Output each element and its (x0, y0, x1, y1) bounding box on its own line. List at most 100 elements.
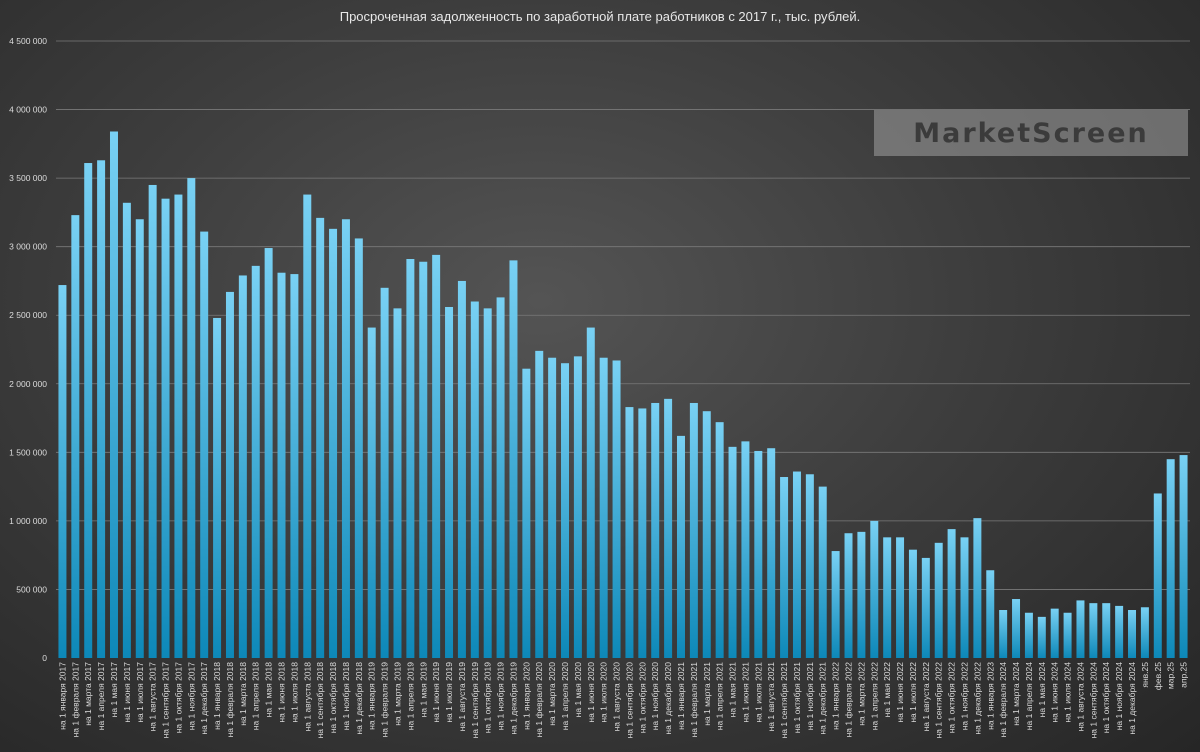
bar (1037, 616, 1046, 658)
bar (689, 402, 698, 658)
y-tick-label: 3 500 000 (9, 173, 47, 183)
x-tick-label: на 1 марта 2019 (392, 662, 402, 726)
x-tick-label: на 1 апреля 2017 (96, 662, 106, 730)
x-tick-label: на 1 октября 2018 (328, 662, 338, 734)
x-tick-label: на 1 февраля 2022 (844, 662, 854, 738)
x-tick-label: на 1 февраля 2020 (534, 662, 544, 738)
x-tick-label: на 1 апреля 2024 (1024, 662, 1034, 730)
bar (354, 238, 363, 658)
bar (496, 297, 505, 658)
x-tick-label: на 1 апреля 2022 (869, 662, 879, 730)
bar (586, 327, 595, 658)
bar (754, 450, 763, 658)
bar (870, 520, 879, 658)
x-tick-label: на 1 октября 2020 (637, 662, 647, 734)
bar (908, 549, 917, 658)
bar (831, 551, 840, 658)
bar (715, 422, 724, 658)
x-tick-label: на 1 августа 2024 (1075, 662, 1085, 732)
x-tick-label: на 1 июня 2019 (431, 662, 441, 723)
bar (702, 411, 711, 658)
bar (97, 160, 106, 658)
bar (200, 231, 209, 658)
x-tick-label: на 1 ноября 2017 (186, 662, 196, 731)
bar (805, 474, 814, 658)
bar (509, 260, 518, 658)
x-tick-label: янв.25 (1140, 662, 1150, 688)
x-tick-label: на 1 января 2018 (212, 662, 222, 730)
bar (71, 215, 80, 658)
x-tick-label: на 1 апреля 2020 (560, 662, 570, 730)
bar (883, 537, 892, 658)
bar (1102, 603, 1111, 658)
x-tick-label: на 1 ноября 2018 (341, 662, 351, 731)
x-tick-label: на 1 ноября 2021 (805, 662, 815, 731)
bar (187, 178, 196, 658)
chart-title: Просроченная задолженность по заработной… (339, 9, 861, 24)
x-tick-label: на 1 февраля 2024 (998, 662, 1008, 738)
x-tick-label: на 1 июня 2024 (1050, 662, 1060, 723)
x-tick-label: на 1 июля 2022 (908, 662, 918, 723)
x-tick-label: на 1 октября 2024 (1101, 662, 1111, 734)
x-tick-label: на 1 августа 2017 (148, 662, 158, 732)
bar (612, 360, 621, 658)
bar (1128, 610, 1137, 658)
x-tick-label: на 1 августа 2020 (612, 662, 622, 732)
x-tick-label: на 1 февраля 2019 (380, 662, 390, 738)
bar (676, 435, 685, 658)
bar (638, 408, 647, 658)
x-tick-label: на 1 августа 2019 (457, 662, 467, 732)
bar (148, 184, 157, 658)
watermark-text: MarketScreen (913, 117, 1149, 149)
x-tick-label: на 1 октября 2017 (173, 662, 183, 734)
x-tick-label: на 1 февраля 2017 (70, 662, 80, 738)
x-tick-label: мар.25 (1166, 662, 1176, 689)
bar (780, 477, 789, 658)
bar (741, 441, 750, 658)
x-tick-label: на 1 марта 2024 (1011, 662, 1021, 726)
bar (1024, 612, 1033, 658)
bar (973, 518, 982, 658)
x-tick-label: на 1 марта 2022 (856, 662, 866, 726)
x-tick-label: на 1 января 2017 (57, 662, 67, 730)
x-tick-label: на 1 января 2021 (676, 662, 686, 730)
bar (122, 202, 131, 658)
x-tick-label: на 1 июля 2019 (444, 662, 454, 723)
x-tick-label: на 1 мая 2017 (109, 662, 119, 718)
bar (1050, 608, 1059, 658)
x-tick-label: на 1 июня 2018 (277, 662, 287, 723)
bar (934, 542, 943, 658)
bar (947, 529, 956, 658)
x-tick-label: на 1 мая 2020 (573, 662, 583, 718)
bar (109, 131, 118, 658)
bar (58, 285, 67, 658)
x-tick-label: фев.25 (1153, 662, 1163, 690)
x-tick-label: на 1 сентября 2017 (161, 662, 171, 739)
bar (818, 486, 827, 658)
bar (225, 291, 234, 658)
x-axis: на 1 января 2017 на 1 февраля 2017 на 1 ма… (57, 662, 1188, 739)
x-tick-label: на 1 декабря 2021 (818, 662, 828, 735)
bar (277, 272, 286, 658)
bar (844, 533, 853, 658)
bar (1089, 603, 1098, 658)
bar (767, 448, 776, 658)
bar (573, 356, 582, 658)
bar (161, 198, 170, 658)
x-tick-label: на 1 июня 2021 (740, 662, 750, 723)
x-tick-label: на 1 февраля 2018 (225, 662, 235, 738)
bar (1063, 612, 1072, 658)
bar (728, 446, 737, 658)
grid-lines (56, 40, 1190, 590)
bar (561, 363, 570, 658)
bar (1153, 493, 1162, 658)
bar (792, 471, 801, 658)
x-tick-label: на 1 августа 2022 (921, 662, 931, 732)
x-tick-label: на 1 марта 2020 (547, 662, 557, 726)
y-tick-label: 3 000 000 (9, 242, 47, 252)
bar (483, 308, 492, 658)
x-tick-label: на 1 сентября 2020 (624, 662, 634, 739)
bar (135, 219, 144, 658)
x-tick-label: на 1 сентября 2018 (315, 662, 325, 739)
